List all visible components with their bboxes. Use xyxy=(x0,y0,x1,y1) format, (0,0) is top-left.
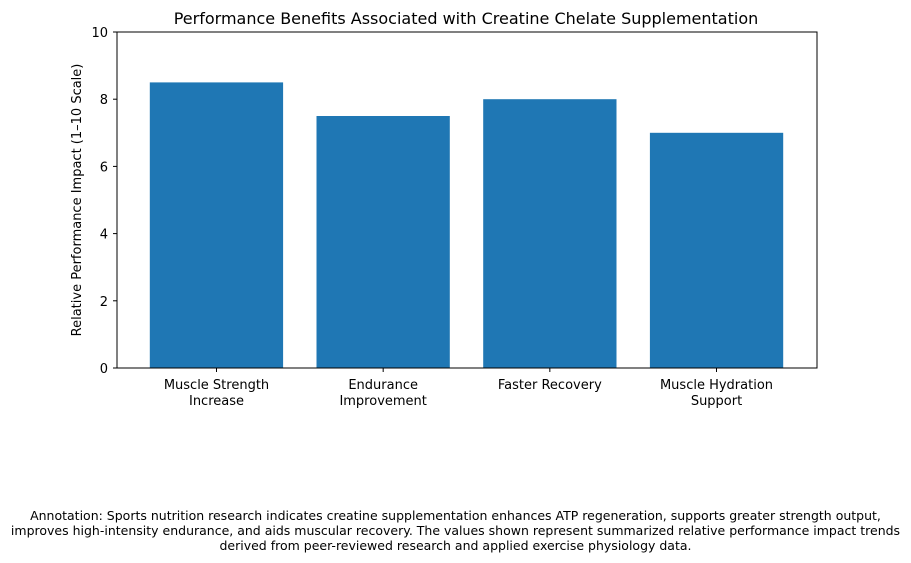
y-tick-label: 6 xyxy=(100,160,108,175)
annotation-text: Annotation: Sports nutrition research in… xyxy=(0,508,911,553)
annotation-line: Annotation: Sports nutrition research in… xyxy=(30,508,881,523)
x-axis-ticks: Muscle Strength Increase Endurance Improvem… xyxy=(164,368,773,409)
bar xyxy=(149,82,284,369)
y-tick-label: 10 xyxy=(91,26,108,41)
annotation-line: improves high-intensity endurance, and a… xyxy=(10,523,901,538)
y-tick-label: 8 xyxy=(100,93,108,108)
y-axis-label: Relative Performance Impact (1–10 Scale) xyxy=(70,64,85,337)
x-tick-label: Muscle Strength Increase xyxy=(164,378,269,409)
y-axis-ticks: 0 2 4 6 8 10 xyxy=(91,26,117,377)
y-tick-label: 4 xyxy=(100,228,108,243)
bar xyxy=(649,132,784,368)
bar xyxy=(316,116,450,368)
y-tick-label: 0 xyxy=(100,362,108,377)
x-tick-label: Endurance Improvement xyxy=(339,378,426,409)
x-tick-label: Faster Recovery xyxy=(498,378,602,393)
plot-area-frame xyxy=(116,31,818,369)
y-tick-label: 2 xyxy=(100,295,108,310)
chart-title: Performance Benefits Associated with Cre… xyxy=(174,9,759,28)
x-tick-label: Muscle Hydration Support xyxy=(660,378,773,409)
annotation-line: derived from peer-reviewed research and … xyxy=(219,538,692,553)
bar xyxy=(483,99,617,368)
bars-group xyxy=(149,82,784,369)
